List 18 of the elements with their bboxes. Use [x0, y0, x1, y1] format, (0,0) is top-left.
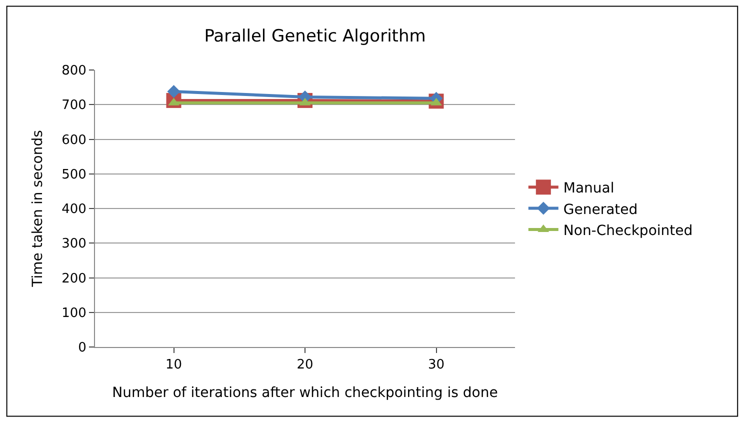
y-tick-label: 500	[62, 167, 86, 182]
legend-label: Non-Checkpointed	[563, 222, 693, 239]
y-tick-label: 600	[62, 132, 86, 148]
x-tick-label: 10	[165, 358, 182, 373]
y-axis-title: Time taken in seconds	[30, 130, 46, 288]
y-tick-label: 700	[62, 98, 86, 114]
y-tick-label: 0	[78, 340, 86, 356]
y-tick-label: 200	[62, 271, 86, 286]
y-tick-label: 100	[62, 306, 86, 321]
legend-label: Generated	[563, 202, 638, 218]
chart-title: Parallel Genetic Algorithm	[204, 26, 426, 46]
x-axis-title: Number of iterations after which checkpointing is done	[112, 384, 498, 401]
y-tick-label: 400	[62, 202, 86, 218]
legend-label: Manual	[563, 180, 614, 197]
x-tick-label: 30	[428, 358, 445, 373]
x-tick-label: 20	[296, 358, 314, 373]
y-tick-label: 300	[62, 236, 86, 252]
y-tick-label: 800	[62, 64, 86, 79]
